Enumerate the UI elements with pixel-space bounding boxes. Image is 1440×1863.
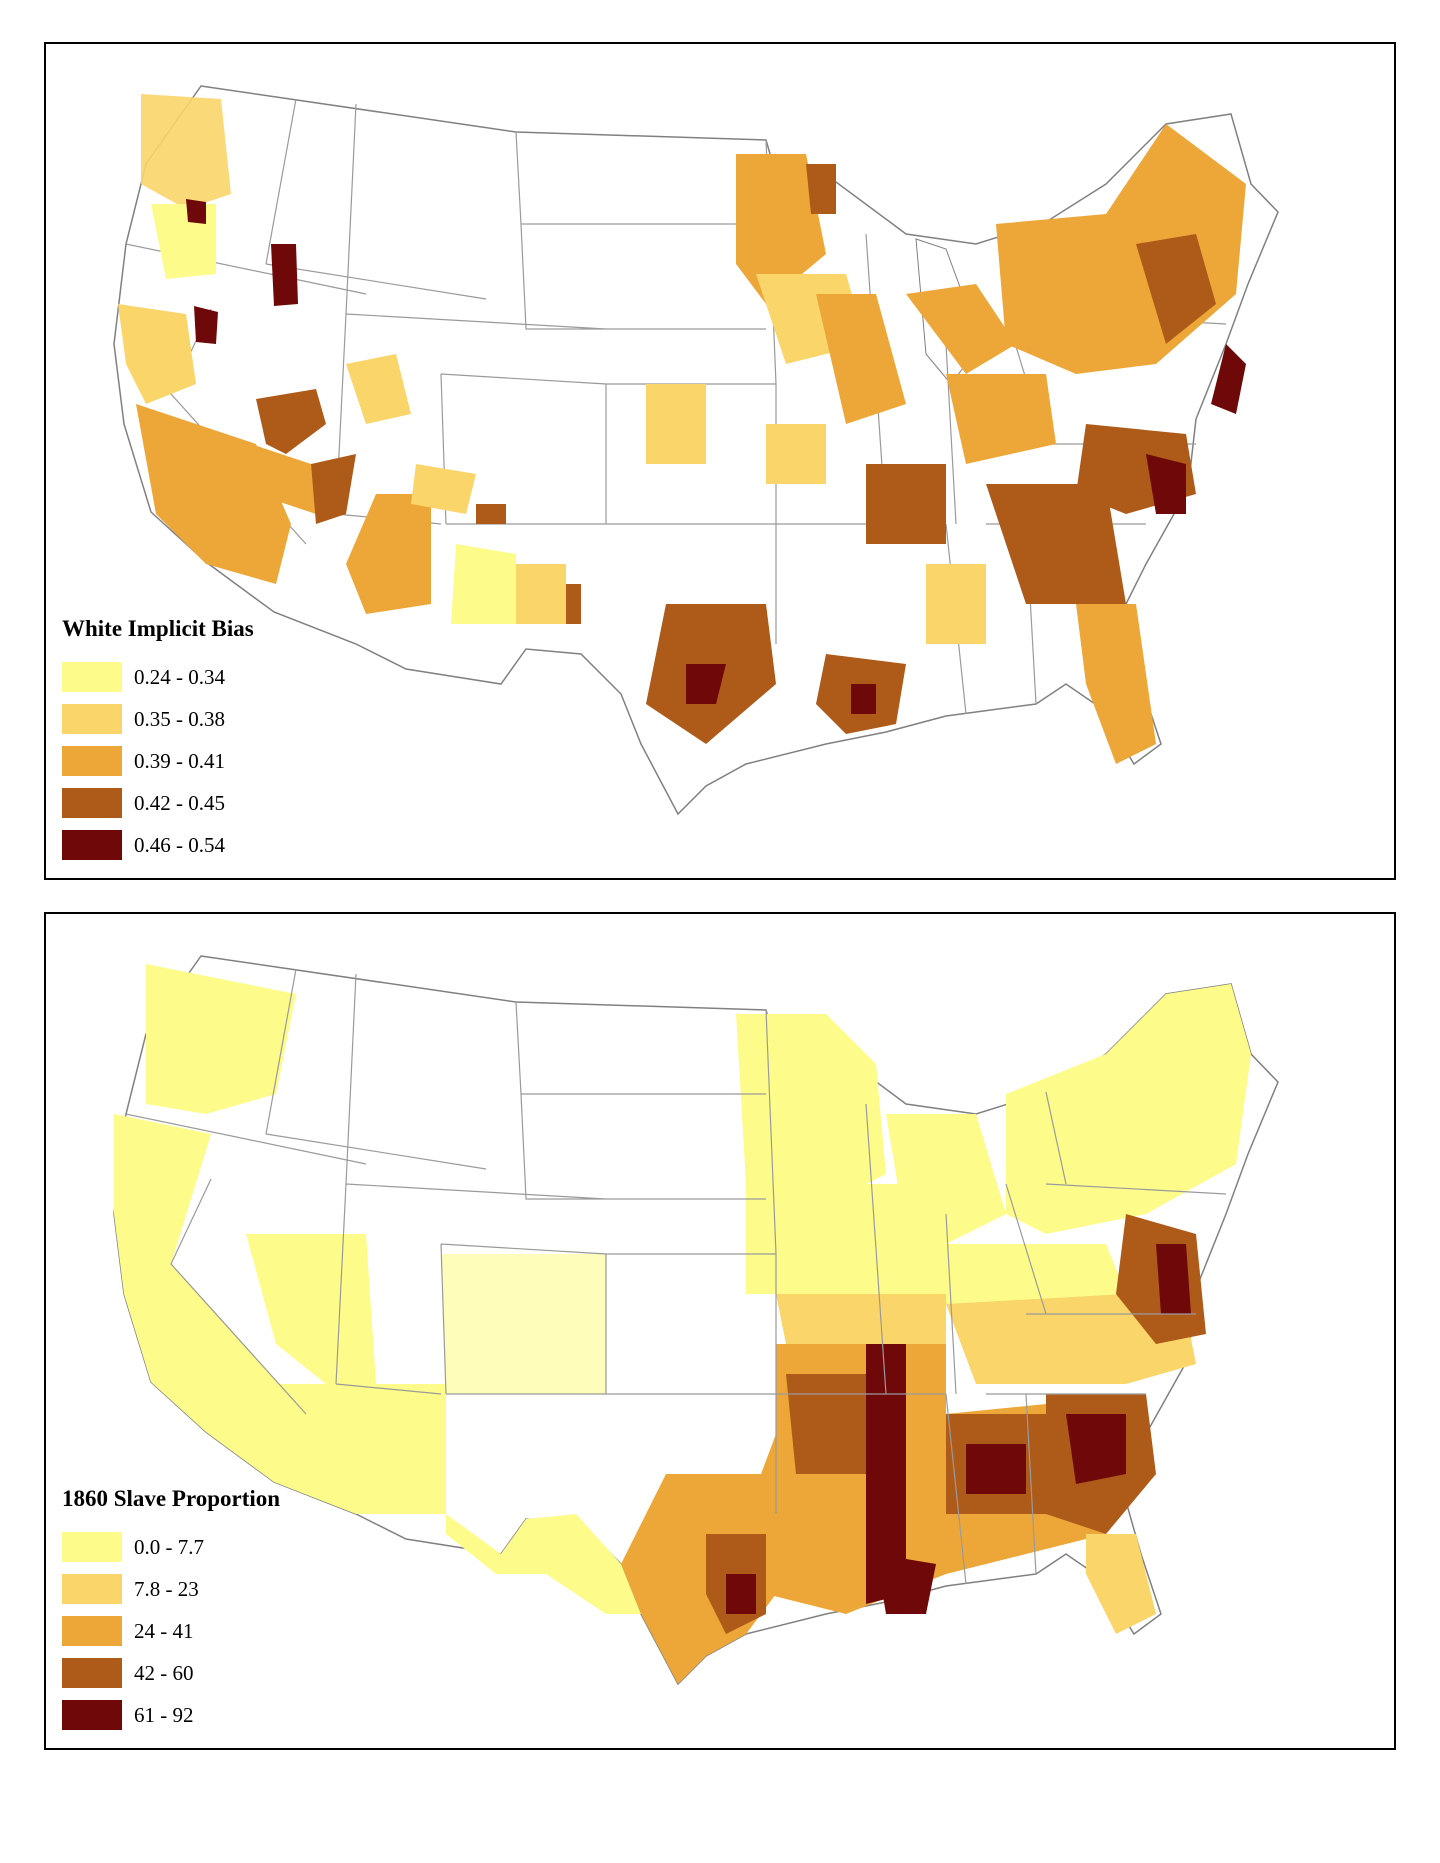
legend-swatch	[62, 1616, 122, 1646]
legend-item: 7.8 - 23	[62, 1568, 280, 1610]
legend-swatch	[62, 704, 122, 734]
legend-swatch	[62, 746, 122, 776]
legend-label: 7.8 - 23	[134, 1576, 199, 1601]
legend-swatch	[62, 788, 122, 818]
legend-swatch	[62, 1574, 122, 1604]
legend-item: 0.0 - 7.7	[62, 1526, 280, 1568]
legend-swatch	[62, 662, 122, 692]
slave-proportion-map	[113, 955, 1279, 1686]
county-shading	[114, 964, 1251, 1684]
legend-item: 0.24 - 0.34	[62, 656, 254, 698]
slave-proportion-map-panel: 1860 Slave Proportion 0.0 - 7.7 7.8 - 23…	[44, 912, 1396, 1750]
legend-item: 0.35 - 0.38	[62, 698, 254, 740]
legend-label: 0.24 - 0.34	[134, 664, 225, 689]
county-shading	[118, 94, 1246, 764]
legend-item: 61 - 92	[62, 1694, 280, 1736]
legend-swatch	[62, 830, 122, 860]
state-borders	[125, 968, 1227, 1585]
legend: White Implicit Bias 0.24 - 0.34 0.35 - 0…	[62, 616, 254, 866]
legend-label: 0.35 - 0.38	[134, 706, 225, 731]
legend-title: 1860 Slave Proportion	[62, 1486, 281, 1511]
legend: 1860 Slave Proportion 0.0 - 7.7 7.8 - 23…	[62, 1486, 280, 1736]
legend-item: 0.46 - 0.54	[62, 824, 254, 866]
legend-item: 42 - 60	[62, 1652, 280, 1694]
implicit-bias-map	[113, 85, 1279, 816]
legend-swatch	[62, 1700, 122, 1730]
legend-item: 0.42 - 0.45	[62, 782, 254, 824]
legend-title: White Implicit Bias	[62, 616, 254, 641]
legend-label: 24 - 41	[134, 1618, 194, 1643]
implicit-bias-map-panel: White Implicit Bias 0.24 - 0.34 0.35 - 0…	[44, 42, 1396, 880]
legend-label: 0.39 - 0.41	[134, 748, 225, 773]
legend-swatch	[62, 1532, 122, 1562]
legend-label: 61 - 92	[134, 1702, 194, 1727]
legend-label: 0.0 - 7.7	[134, 1534, 204, 1559]
legend-item: 0.39 - 0.41	[62, 740, 254, 782]
legend-label: 0.42 - 0.45	[134, 790, 225, 815]
legend-label: 42 - 60	[134, 1660, 194, 1685]
legend-label: 0.46 - 0.54	[134, 832, 225, 857]
legend-swatch	[62, 1658, 122, 1688]
legend-item: 24 - 41	[62, 1610, 280, 1652]
